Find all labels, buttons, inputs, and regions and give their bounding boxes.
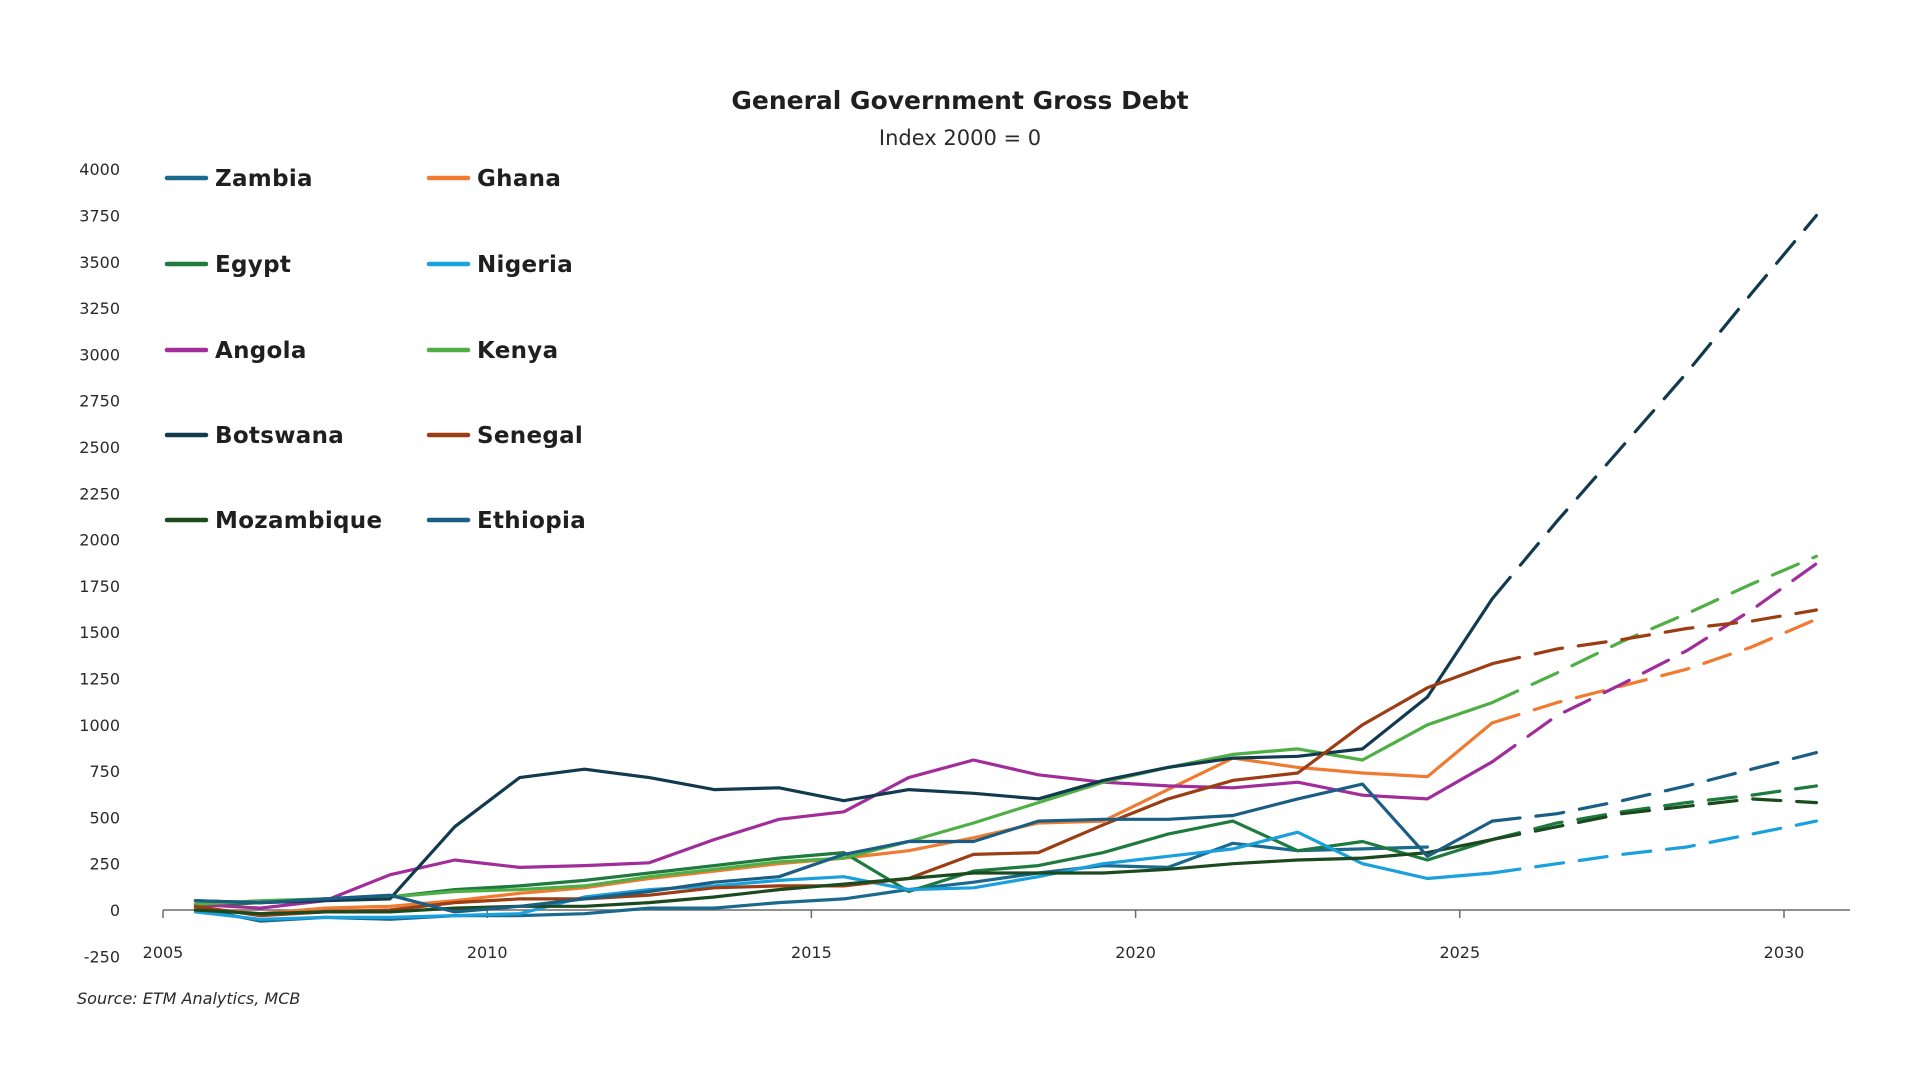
y-tick-label: 250 [89,855,120,874]
series-line-ethiopia [193,782,1494,914]
series-botswana [193,213,1819,905]
legend-item-ethiopia: Ethiopia [426,508,586,534]
series-line-senegal [193,662,1494,918]
series-forecast-ghana [1490,617,1819,725]
legend-label: Botswana [215,423,344,449]
series-mozambique [193,797,1819,916]
y-tick-label: 3000 [79,345,120,364]
series-line-nigeria [193,830,1494,921]
legend-label: Nigeria [477,252,573,278]
legend-label: Ghana [477,166,561,192]
x-tick-label: 2030 [1764,943,1805,962]
x-tick-label: 2010 [467,943,508,962]
series-layer [193,213,1819,923]
legend-label: Kenya [477,338,558,364]
legend-item-kenya: Kenya [426,338,558,364]
series-forecast-mozambique [1490,797,1819,842]
y-tick-label: 500 [89,808,120,827]
legend-item-angola: Angola [164,338,307,364]
legend-item-ghana: Ghana [426,166,561,192]
legend: Zambia Ghana Egypt Nigeria Angola Kenya Botswa… [164,166,586,534]
legend-label: Senegal [477,423,583,449]
source-note: Source: ETM Analytics, MCB [77,989,300,1008]
y-tick-label: 0 [110,901,120,920]
series-line-kenya [193,700,1494,907]
chart-subtitle: Index 2000 = 0 [879,126,1041,150]
series-forecast-ethiopia [1490,750,1819,823]
series-forecast-nigeria [1490,819,1819,875]
legend-item-zambia: Zambia [164,166,313,192]
legend-item-nigeria: Nigeria [426,252,573,278]
y-tick-label: 3500 [79,253,120,272]
series-angola [193,562,1819,910]
legend-item-botswana: Botswana [164,423,344,449]
legend-label: Egypt [215,252,291,278]
y-tick-label: 3750 [79,207,120,226]
series-line-botswana [193,597,1494,905]
x-tick-label: 2005 [143,943,184,962]
series-forecast-angola [1490,562,1819,764]
legend-item-mozambique: Mozambique [164,508,382,534]
legend-item-egypt: Egypt [164,252,291,278]
legend-item-senegal: Senegal [426,423,583,449]
series-forecast-kenya [1490,554,1819,705]
y-tick-label: 4000 [79,160,120,179]
y-tick-label: 3250 [79,299,120,318]
y-tick-label: 2750 [79,392,120,411]
y-tick-label: 1250 [79,670,120,689]
y-axis: -250 0 250 500 750 1000 1250 1500 1750 2000 2250 25… [79,160,120,966]
legend-label: Zambia [215,166,313,192]
y-tick-label: 2500 [79,438,120,457]
legend-label: Angola [215,338,307,364]
y-tick-label: 2000 [79,531,120,550]
x-tick-label: 2015 [791,943,832,962]
y-tick-label: 750 [89,762,120,781]
series-nigeria [193,819,1819,921]
series-line-mozambique [193,837,1494,916]
legend-label: Ethiopia [477,508,586,534]
series-line-angola [193,758,1494,910]
y-tick-label: -250 [84,947,120,966]
y-tick-label: 1500 [79,623,120,642]
x-tick-label: 2025 [1439,943,1480,962]
y-tick-label: 2250 [79,484,120,503]
x-tick-label: 2020 [1115,943,1156,962]
series-ethiopia [193,750,1819,914]
chart-title: General Government Gross Debt [731,86,1188,115]
series-forecast-egypt [1490,784,1819,842]
series-forecast-senegal [1490,608,1819,666]
y-tick-label: 1750 [79,577,120,596]
legend-label: Mozambique [215,508,382,534]
y-tick-label: 1000 [79,716,120,735]
x-axis: 2005 2010 2015 2020 2025 2030 [143,909,1850,962]
series-forecast-botswana [1490,213,1819,601]
